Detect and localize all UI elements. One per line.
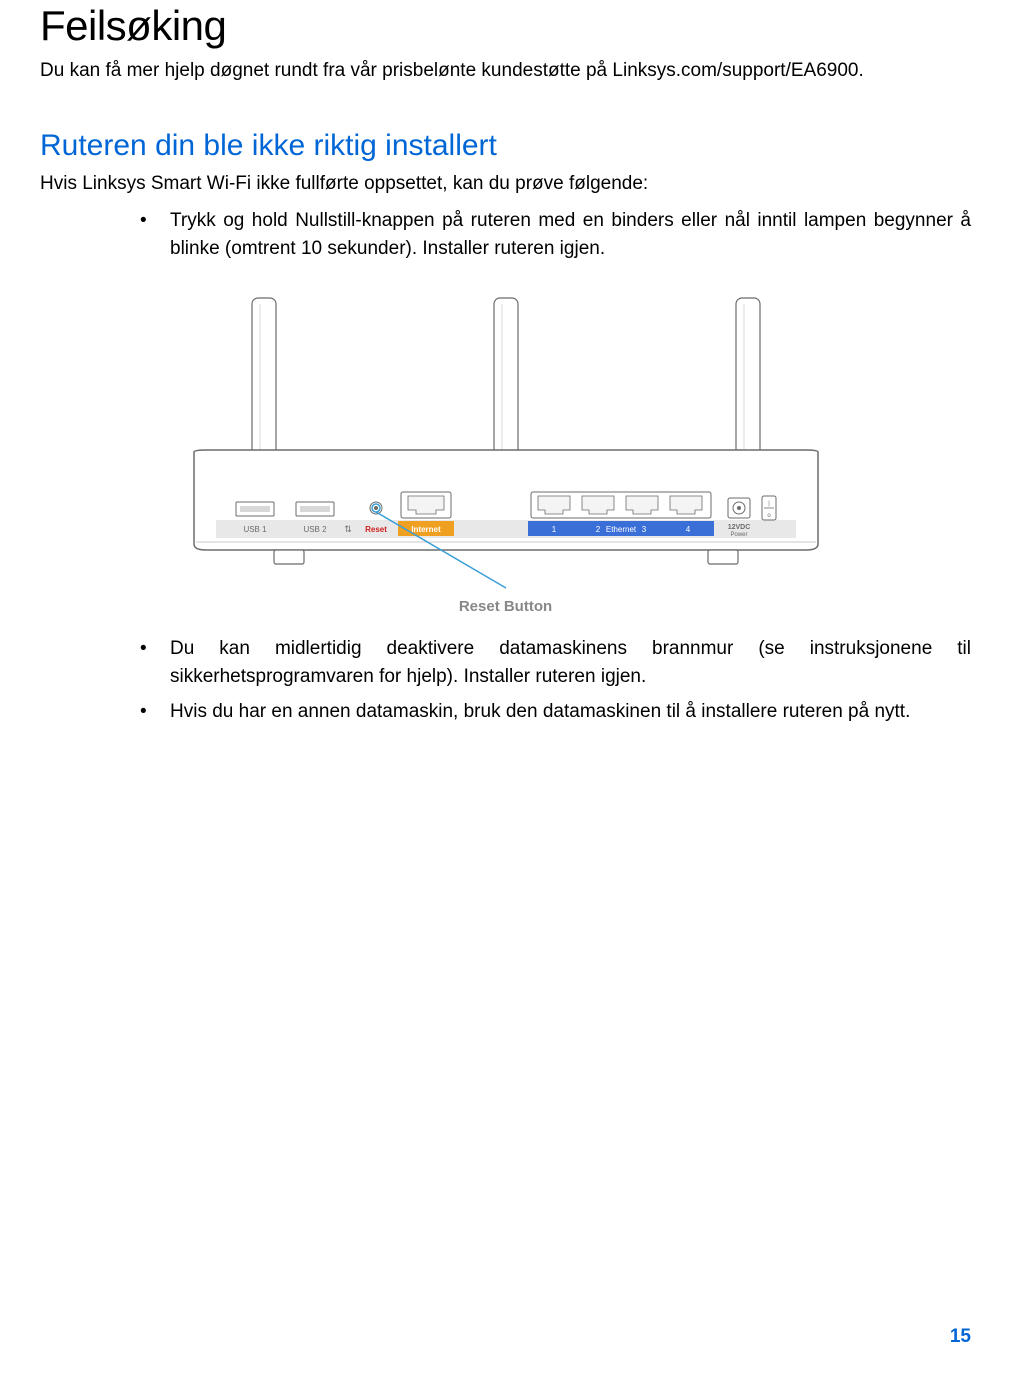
eth1-label: 1 bbox=[551, 525, 556, 534]
list-item: Du kan midlertidig deaktivere datamaskin… bbox=[140, 635, 971, 690]
indicator-icon: ⇅ bbox=[344, 524, 352, 534]
eth2-label: 2 bbox=[595, 525, 600, 534]
eth4-label: 4 bbox=[685, 525, 690, 534]
foot-right bbox=[708, 550, 738, 564]
reset-label-port: Reset bbox=[365, 525, 387, 534]
power-port: 12VDC Power bbox=[727, 498, 750, 538]
eth3-label: 3 bbox=[641, 525, 646, 534]
usb2-label: USB 2 bbox=[303, 525, 327, 534]
diagram-caption: Reset Button bbox=[186, 598, 826, 615]
foot-left bbox=[274, 550, 304, 564]
bullet-list-top: Trykk og hold Nullstill-knappen på ruter… bbox=[40, 207, 971, 262]
section-heading: Ruteren din ble ikke riktig installert bbox=[40, 129, 971, 163]
router-svg: USB 1 USB 2 ⇅ Reset Internet bbox=[186, 292, 826, 592]
power-sublabel: Power bbox=[730, 532, 747, 538]
internet-label: Internet bbox=[411, 525, 441, 534]
ethernet-ports: 1 2 Ethernet 3 4 bbox=[528, 492, 714, 536]
page-title: Feilsøking bbox=[40, 0, 971, 50]
list-item: Trykk og hold Nullstill-knappen på ruter… bbox=[140, 207, 971, 262]
eth-label: Ethernet bbox=[605, 525, 636, 534]
page-number: 15 bbox=[950, 1326, 971, 1348]
page-subtitle: Du kan få mer hjelp døgnet rundt fra vår… bbox=[40, 58, 971, 85]
list-item: Hvis du har en annen datamaskin, bruk de… bbox=[140, 698, 971, 726]
section-intro: Hvis Linksys Smart Wi-Fi ikke fullførte … bbox=[40, 171, 971, 198]
usb1-label: USB 1 bbox=[243, 525, 267, 534]
router-diagram: USB 1 USB 2 ⇅ Reset Internet bbox=[186, 292, 826, 615]
power-label: 12VDC bbox=[727, 524, 750, 531]
bullet-list-bottom: Du kan midlertidig deaktivere datamaskin… bbox=[40, 635, 971, 726]
